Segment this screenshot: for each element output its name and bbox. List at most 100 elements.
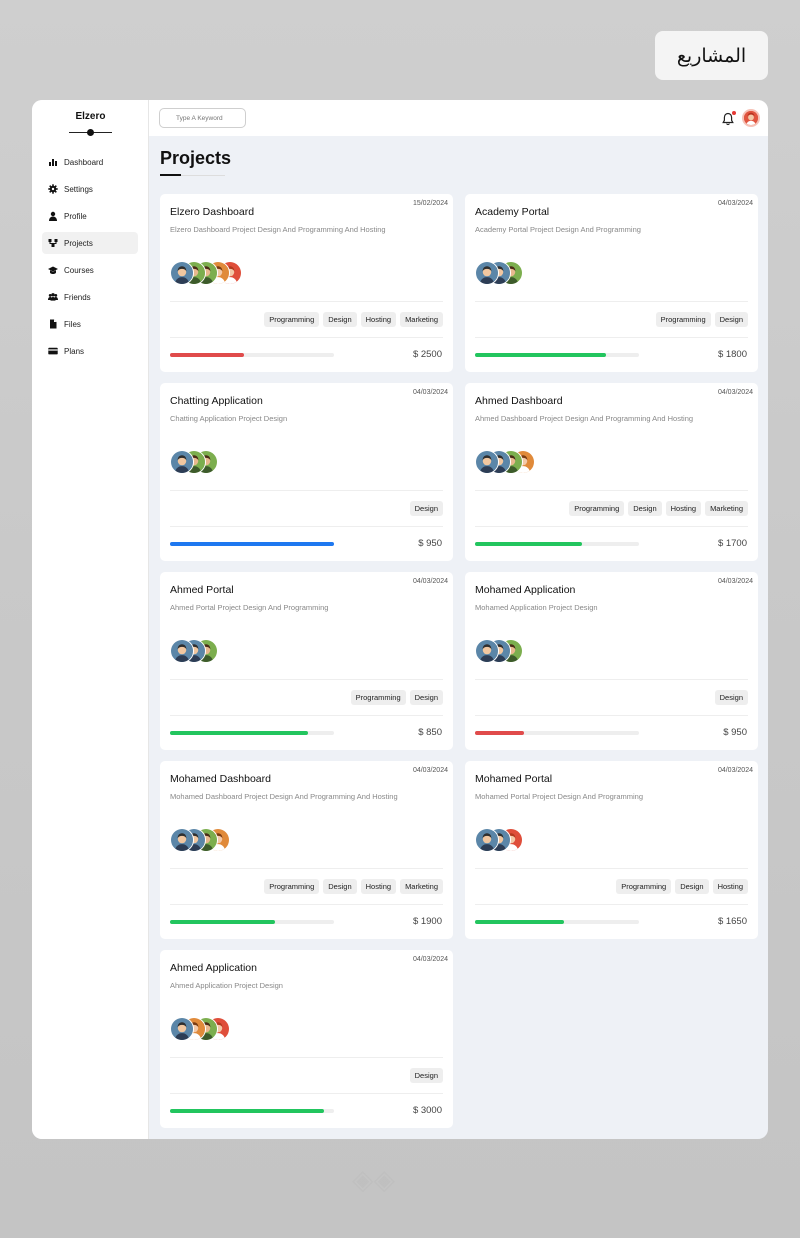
tag-hosting[interactable]: Hosting xyxy=(665,501,702,516)
progress-fill xyxy=(170,542,334,546)
title-underline xyxy=(160,175,225,176)
bell-icon[interactable] xyxy=(722,112,734,126)
tag-programming[interactable]: Programming xyxy=(616,879,672,894)
progress-fill xyxy=(170,731,308,735)
tag-programming[interactable]: Programming xyxy=(264,312,320,327)
sidebar-item-profile[interactable]: Profile xyxy=(42,205,138,227)
divider xyxy=(475,868,748,869)
credit-card-icon xyxy=(48,346,58,356)
project-card[interactable]: 04/03/2024 Mohamed Portal Mohamed Portal P… xyxy=(465,761,758,939)
tag-marketing[interactable]: Marketing xyxy=(400,312,443,327)
tag-design[interactable]: Design xyxy=(714,690,748,705)
brand-logo: Elzero xyxy=(75,111,106,122)
progress-bar xyxy=(170,353,334,357)
brand-dot xyxy=(87,129,94,136)
project-card[interactable]: 04/03/2024 Ahmed Dashboard Ahmed Dashboard… xyxy=(465,383,758,561)
team-member-avatar[interactable] xyxy=(475,639,499,663)
user-avatar[interactable] xyxy=(742,109,760,127)
divider xyxy=(170,526,443,527)
tag-hosting[interactable]: Hosting xyxy=(360,879,397,894)
tag-design[interactable]: Design xyxy=(409,690,443,705)
tag-design[interactable]: Design xyxy=(714,312,748,327)
tag-programming[interactable]: Programming xyxy=(569,501,625,516)
project-title: Chatting Application xyxy=(170,395,263,407)
divider xyxy=(170,679,443,680)
project-card[interactable]: 04/03/2024 Mohamed Application Mohamed App… xyxy=(465,572,758,750)
sidebar-item-label: Projects xyxy=(64,238,93,248)
team-member-avatar[interactable] xyxy=(170,450,194,474)
section-badge: المشاريع xyxy=(655,31,768,80)
team-member-avatar[interactable] xyxy=(170,828,194,852)
tag-design[interactable]: Design xyxy=(409,501,443,516)
tag-programming[interactable]: Programming xyxy=(655,312,711,327)
project-tags: Programming Design xyxy=(350,690,443,705)
project-card[interactable]: 04/03/2024 Ahmed Application Ahmed Applica… xyxy=(160,950,453,1128)
sidebar-item-label: Plans xyxy=(64,346,85,356)
divider xyxy=(475,526,748,527)
project-card[interactable]: 04/03/2024 Mohamed Dashboard Mohamed Dashb… xyxy=(160,761,453,939)
progress-bar xyxy=(170,731,334,735)
project-price: $ 850 xyxy=(418,727,442,738)
project-tags: Programming Design Hosting Marketing xyxy=(264,879,443,894)
progress-bar xyxy=(475,731,639,735)
sidebar-item-projects[interactable]: Projects xyxy=(42,232,138,254)
divider xyxy=(170,904,443,905)
project-date: 04/03/2024 xyxy=(717,767,753,774)
divider xyxy=(475,715,748,716)
file-icon xyxy=(48,319,58,329)
tag-hosting[interactable]: Hosting xyxy=(360,312,397,327)
tag-programming[interactable]: Programming xyxy=(264,879,320,894)
divider xyxy=(170,1093,443,1094)
team-member-avatar[interactable] xyxy=(170,261,194,285)
team-member-avatar[interactable] xyxy=(475,261,499,285)
project-price: $ 1800 xyxy=(717,349,747,360)
search-input[interactable] xyxy=(159,108,246,128)
project-tags: Programming Design Hosting xyxy=(616,879,748,894)
tag-design[interactable]: Design xyxy=(323,312,357,327)
sidebar-item-settings[interactable]: Settings xyxy=(42,178,138,200)
project-description: Ahmed Dashboard Project Design And Progr… xyxy=(475,414,694,423)
notification-dot xyxy=(732,111,736,115)
sidebar-item-label: Files xyxy=(64,319,81,329)
project-card[interactable]: 04/03/2024 Academy Portal Academy Portal P… xyxy=(465,194,758,372)
sidebar-item-courses[interactable]: Courses xyxy=(42,259,138,281)
project-card[interactable]: 15/02/2024 Elzero Dashboard Elzero Dashboa… xyxy=(160,194,453,372)
progress-fill xyxy=(170,353,244,357)
project-description: Chatting Application Project Design xyxy=(170,414,288,423)
tag-design[interactable]: Design xyxy=(675,879,709,894)
project-date: 04/03/2024 xyxy=(717,578,753,585)
section-badge-label: المشاريع xyxy=(676,44,747,67)
team-member-avatar[interactable] xyxy=(475,450,499,474)
tag-design[interactable]: Design xyxy=(628,501,662,516)
team-member-avatar[interactable] xyxy=(170,639,194,663)
project-card[interactable]: 04/03/2024 Chatting Application Chatting A… xyxy=(160,383,453,561)
tag-marketing[interactable]: Marketing xyxy=(705,501,748,516)
sidebar-item-dashboard[interactable]: Dashboard xyxy=(42,151,138,173)
team-member-avatar[interactable] xyxy=(170,1017,194,1041)
graduation-cap-icon xyxy=(48,265,58,275)
team-member-avatar[interactable] xyxy=(475,828,499,852)
tag-hosting[interactable]: Hosting xyxy=(712,879,748,894)
project-tags: Programming Design Hosting Marketing xyxy=(264,312,443,327)
tag-design[interactable]: Design xyxy=(409,1068,443,1083)
tag-programming[interactable]: Programming xyxy=(350,690,406,705)
project-title: Mohamed Dashboard xyxy=(170,773,271,785)
tag-design[interactable]: Design xyxy=(323,879,357,894)
divider xyxy=(170,337,443,338)
project-description: Ahmed Application Project Design xyxy=(170,981,283,990)
sidebar-item-plans[interactable]: Plans xyxy=(42,340,138,362)
project-price: $ 1900 xyxy=(412,916,442,927)
tag-marketing[interactable]: Marketing xyxy=(400,879,443,894)
project-description: Mohamed Dashboard Project Design And Pro… xyxy=(170,792,398,801)
progress-fill xyxy=(170,1109,325,1113)
project-title: Ahmed Portal xyxy=(170,584,234,596)
title-underline-accent xyxy=(160,174,181,176)
project-title: Mohamed Application xyxy=(475,584,576,596)
project-card[interactable]: 04/03/2024 Ahmed Portal Ahmed Portal Proje… xyxy=(160,572,453,750)
sidebar-item-label: Friends xyxy=(64,292,91,302)
divider xyxy=(475,337,748,338)
project-date: 04/03/2024 xyxy=(717,200,753,207)
sidebar-item-files[interactable]: Files xyxy=(42,313,138,335)
sidebar-item-friends[interactable]: Friends xyxy=(42,286,138,308)
divider xyxy=(475,679,748,680)
